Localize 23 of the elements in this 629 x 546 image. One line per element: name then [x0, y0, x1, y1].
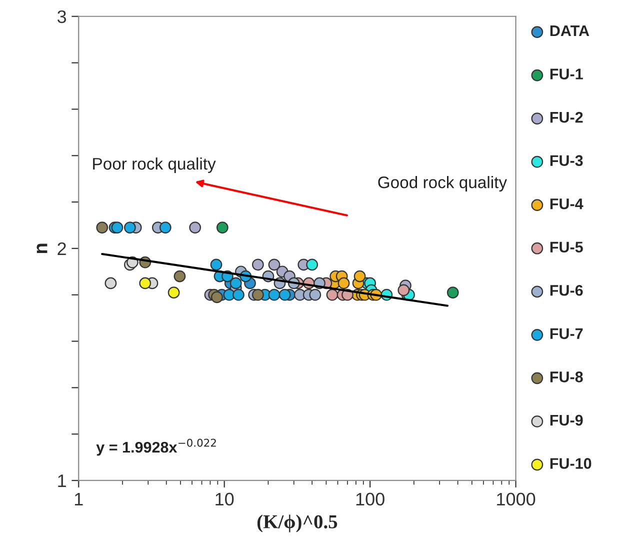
- x-tick-label: 1: [74, 492, 83, 506]
- x-tick-label: 1000: [497, 492, 536, 506]
- x-tick-label: 100: [356, 492, 384, 506]
- x-tick-label: 10: [216, 492, 234, 506]
- legend-label: FU-10: [550, 458, 592, 469]
- y-tick-label: 1: [58, 474, 66, 488]
- legend-label: FU-4: [550, 198, 584, 210]
- legend-label: FU-7: [550, 328, 583, 340]
- annotation: y = 1.9928x$^{−0.022}$: [96, 438, 216, 456]
- legend-label: FU-6: [550, 284, 583, 296]
- annotation: Good rock quality: [378, 176, 508, 192]
- y-axis-title: n: [36, 244, 48, 254]
- legend-label: FU-9: [550, 414, 583, 426]
- legend-label: FU-8: [550, 372, 583, 382]
- annotation: Poor rock quality: [93, 157, 216, 173]
- legend-label: FU-2: [550, 112, 583, 123]
- legend-label: FU-5: [550, 242, 583, 253]
- y-tick-label: 2: [58, 242, 66, 255]
- legend-label: FU-3: [550, 155, 583, 166]
- legend-label: DATA: [550, 26, 590, 36]
- legend-label: FU-1: [550, 68, 583, 80]
- x-axis-title: (K/ϕ)^0.5: [257, 514, 338, 532]
- y-tick-label: 3: [57, 10, 66, 24]
